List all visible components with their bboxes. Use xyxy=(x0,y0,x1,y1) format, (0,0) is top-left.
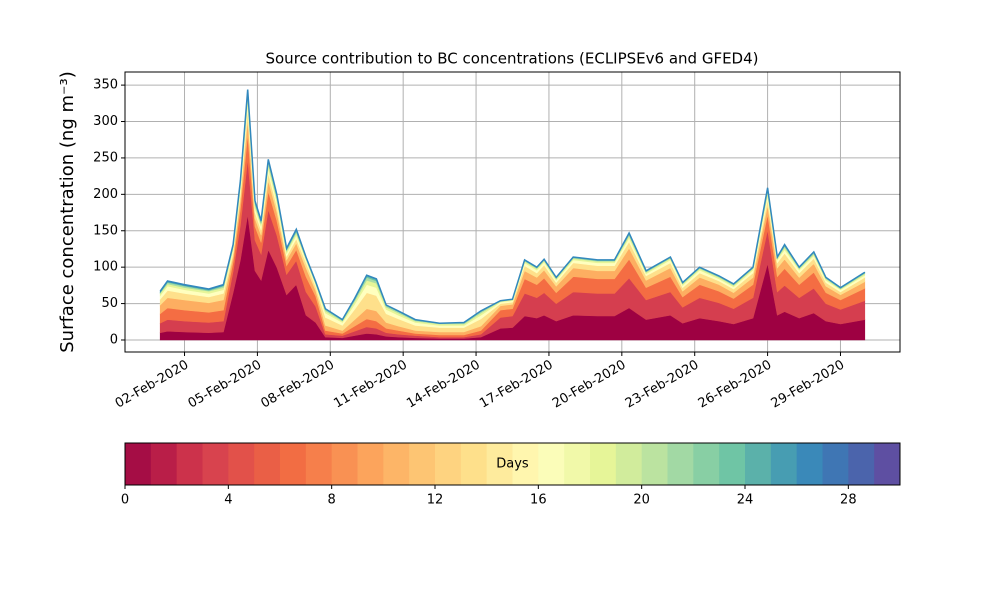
colorbar-cell xyxy=(719,443,746,485)
x-tick-label: 02-Feb-2020 xyxy=(113,358,192,412)
colorbar-tick-label: 0 xyxy=(121,493,129,508)
y-axis-label: Surface concentration (ng m⁻³) xyxy=(57,71,78,353)
x-tick-label: 17-Feb-2020 xyxy=(477,358,556,412)
y-tick-label: 250 xyxy=(93,150,118,165)
colorbar-cell xyxy=(150,443,178,485)
colorbar-cell xyxy=(254,443,281,485)
colorbar-cell xyxy=(615,443,643,485)
x-tick-label: 23-Feb-2020 xyxy=(623,358,702,412)
colorbar-cell xyxy=(512,443,539,485)
y-tick-label: 0 xyxy=(110,332,118,347)
x-tick-label: 26-Feb-2020 xyxy=(696,358,775,412)
colorbar-tick-label: 20 xyxy=(633,493,650,508)
colorbar-cell xyxy=(486,443,513,485)
colorbar-tick-label: 16 xyxy=(530,493,547,508)
colorbar-cell xyxy=(590,443,617,485)
colorbar-cell xyxy=(383,443,410,485)
top-edge xyxy=(159,89,866,324)
y-tick-label: 100 xyxy=(93,260,118,275)
colorbar-tick-label: 24 xyxy=(737,493,754,508)
colorbar-cell xyxy=(641,443,668,485)
y-tick-label: 50 xyxy=(101,296,118,311)
colorbar-cell xyxy=(357,443,384,485)
x-tick-label: 14-Feb-2020 xyxy=(404,358,483,412)
colorbar-label: Days xyxy=(496,457,529,472)
colorbar-cell xyxy=(822,443,849,485)
plot-frame xyxy=(124,71,901,353)
colorbar-cell xyxy=(409,443,436,485)
colorbar-cell xyxy=(848,443,875,485)
colorbar-cell xyxy=(280,443,307,485)
colorbar-frame xyxy=(124,442,901,486)
x-tick-label: 05-Feb-2020 xyxy=(186,358,265,412)
colorbar-cell xyxy=(435,443,462,485)
colorbar-cell xyxy=(331,443,358,485)
colorbar-cell xyxy=(460,443,488,485)
colorbar-cell xyxy=(176,443,203,485)
colorbar-cell xyxy=(538,443,565,485)
y-tick-label: 150 xyxy=(93,223,118,238)
y-tick-label: 350 xyxy=(93,78,118,93)
x-tick-label: 08-Feb-2020 xyxy=(258,358,337,412)
colorbar-cell xyxy=(796,443,823,485)
colorbar-tick-label: 8 xyxy=(328,493,336,508)
colorbar-cell xyxy=(874,443,901,485)
y-tick-label: 200 xyxy=(93,187,118,202)
colorbar-tick-label: 12 xyxy=(427,493,444,508)
colorbar-tick-label: 4 xyxy=(224,493,232,508)
chart-title: Source contribution to BC concentrations… xyxy=(265,50,758,68)
x-tick-label: 11-Feb-2020 xyxy=(331,358,410,412)
colorbar-cell xyxy=(745,443,772,485)
colorbar-tick-label: 28 xyxy=(840,493,857,508)
colorbar-cell xyxy=(228,443,255,485)
colorbar-cell xyxy=(770,443,798,485)
colorbar-cell xyxy=(305,443,333,485)
colorbar-cell xyxy=(564,443,591,485)
colorbar-cell xyxy=(202,443,229,485)
y-tick-label: 300 xyxy=(93,114,118,129)
colorbar-cell xyxy=(667,443,694,485)
x-tick-label: 20-Feb-2020 xyxy=(550,358,629,412)
colorbar-cell xyxy=(693,443,720,485)
colorbar-cell xyxy=(125,443,152,485)
x-tick-label: 29-Feb-2020 xyxy=(769,358,848,412)
